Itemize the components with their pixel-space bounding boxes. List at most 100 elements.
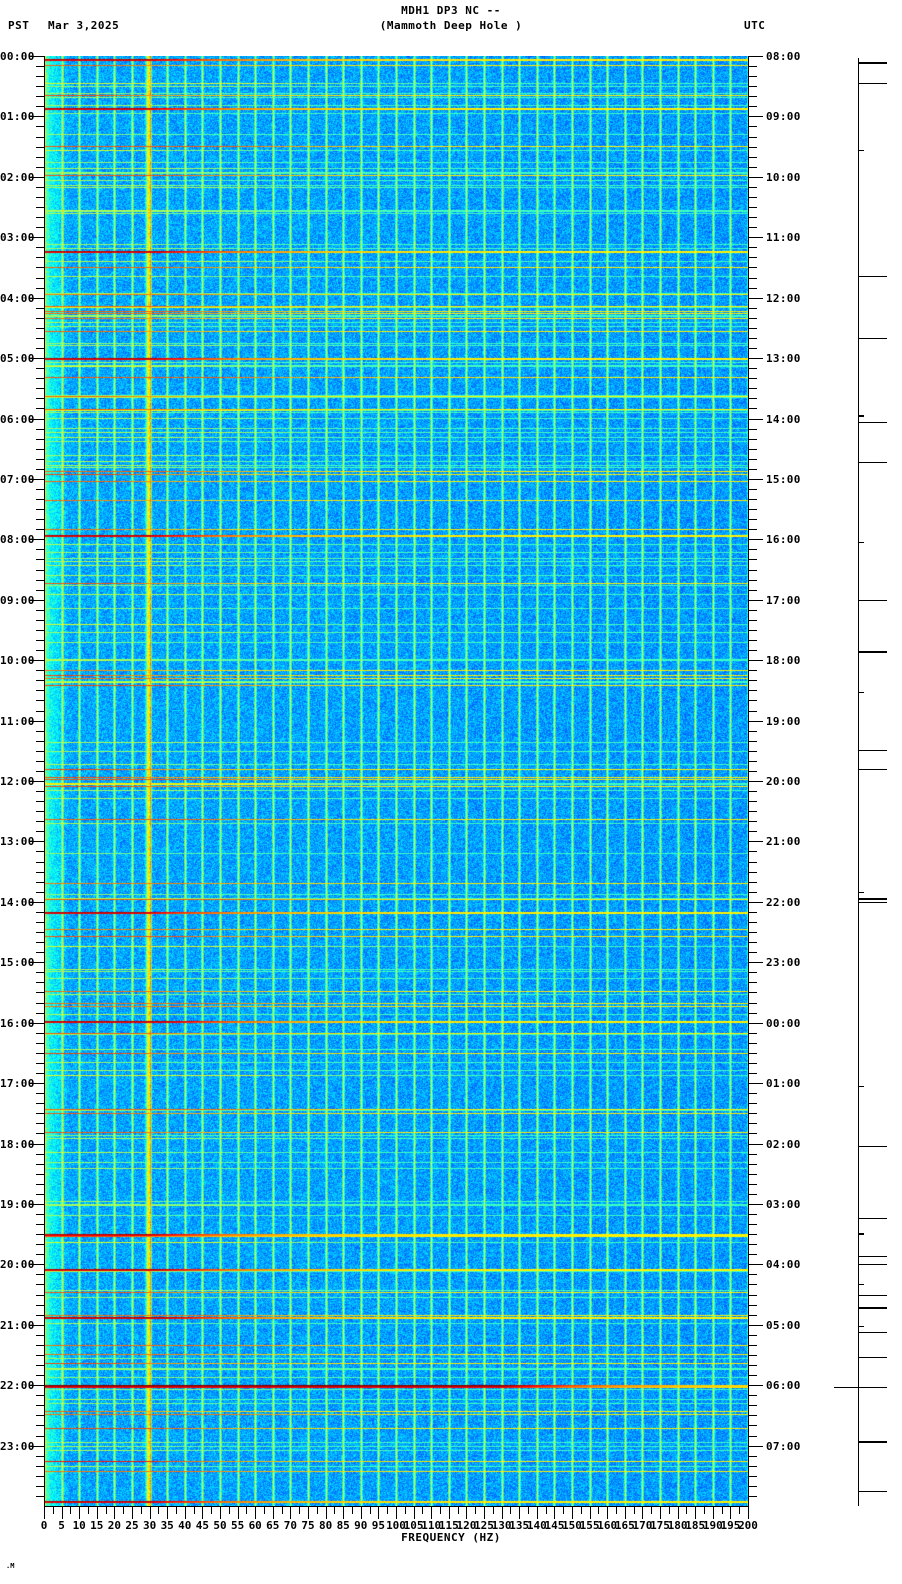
frequency-label: 75 [301,1519,315,1532]
time-tick-minor [36,992,44,993]
time-tick-minor [749,1164,757,1165]
time-tick-minor [36,771,44,772]
time-tick-minor [36,509,44,510]
time-tick-minor [36,862,44,863]
time-label-pst: 21:00 [0,1319,35,1332]
frequency-tick-minor [176,1506,177,1514]
time-tick-minor [749,731,757,732]
time-tick-minor [36,247,44,248]
frequency-tick-minor [563,1506,564,1514]
time-tick-minor [749,489,757,490]
frequency-tick-minor [70,1506,71,1514]
time-label-pst: 20:00 [0,1258,35,1271]
time-tick-minor [749,1224,757,1225]
frequency-tick-minor [123,1506,124,1514]
time-tick-minor [36,86,44,87]
event-marker [859,1218,887,1219]
frequency-label: 60 [248,1519,262,1532]
time-tick-minor [36,459,44,460]
time-label-pst: 10:00 [0,654,35,667]
date-label: Mar 3,2025 [48,19,120,32]
time-tick-minor [749,106,757,107]
frequency-label: 0 [40,1519,48,1532]
time-tick-minor [749,1063,757,1064]
time-tick-minor [36,207,44,208]
event-marker [859,338,887,339]
time-tick-minor [749,288,757,289]
frequency-label: 165 [614,1519,635,1532]
time-tick-minor [36,106,44,107]
time-label-pst: 11:00 [0,715,35,728]
time-tick-minor [749,741,757,742]
time-tick-minor [749,368,757,369]
time-tick-minor [36,690,44,691]
time-tick-major [749,237,763,238]
time-tick-minor [749,912,757,913]
time-tick-minor [36,630,44,631]
time-label-pst: 19:00 [0,1198,35,1211]
frequency-tick-major [273,1506,274,1519]
time-tick-minor [749,126,757,127]
time-tick-minor [36,1123,44,1124]
frequency-label: 200 [738,1519,758,1532]
frequency-tick-minor [616,1506,617,1514]
time-tick-minor [749,338,757,339]
time-tick-minor [36,549,44,550]
time-tick-minor [36,831,44,832]
time-tick-minor [36,378,44,379]
time-tick-minor [749,257,757,258]
frequency-tick-major [607,1506,608,1519]
frequency-tick-minor [739,1506,740,1514]
time-tick-minor [749,640,757,641]
event-marker [859,750,887,751]
event-marker-axis [858,58,859,1506]
time-tick-minor [749,801,757,802]
time-tick-major [749,841,763,842]
time-label-pst: 18:00 [0,1138,35,1151]
time-tick-minor [749,1053,757,1054]
time-tick-minor [749,580,757,581]
time-tick-minor [749,690,757,691]
time-tick-minor [749,942,757,943]
time-tick-minor [36,640,44,641]
time-label-utc: 10:00 [766,171,801,184]
time-tick-minor [749,1254,757,1255]
time-tick-minor [749,549,757,550]
frequency-tick-minor [387,1506,388,1514]
frequency-tick-major [238,1506,239,1519]
time-tick-minor [749,1274,757,1275]
time-tick-minor [36,761,44,762]
time-tick-minor [36,126,44,127]
frequency-tick-minor [440,1506,441,1514]
time-tick-minor [36,650,44,651]
time-tick-minor [749,529,757,530]
frequency-tick-major [625,1506,626,1519]
frequency-label: 30 [142,1519,157,1532]
time-tick-minor [36,227,44,228]
time-tick-minor [749,278,757,279]
event-marker [859,898,887,900]
frequency-tick-minor [106,1506,107,1514]
time-tick-minor [749,1496,757,1497]
time-label-utc: 04:00 [766,1258,801,1271]
time-tick-minor [36,1254,44,1255]
time-tick-minor [749,207,757,208]
time-tick-minor [36,620,44,621]
time-label-utc: 02:00 [766,1138,801,1151]
frequency-tick-minor [141,1506,142,1514]
time-tick-minor [36,1315,44,1316]
time-tick-minor [749,449,757,450]
time-tick-minor [36,851,44,852]
event-marker [859,1491,887,1492]
time-tick-minor [749,791,757,792]
time-tick-minor [36,449,44,450]
time-tick-minor [749,922,757,923]
time-tick-minor [749,1375,757,1376]
frequency-tick-major [290,1506,291,1519]
time-tick-minor [749,388,757,389]
time-tick-minor [36,882,44,883]
time-label-utc: 14:00 [766,413,801,426]
time-tick-major [30,1023,44,1024]
time-tick-minor [749,670,757,671]
